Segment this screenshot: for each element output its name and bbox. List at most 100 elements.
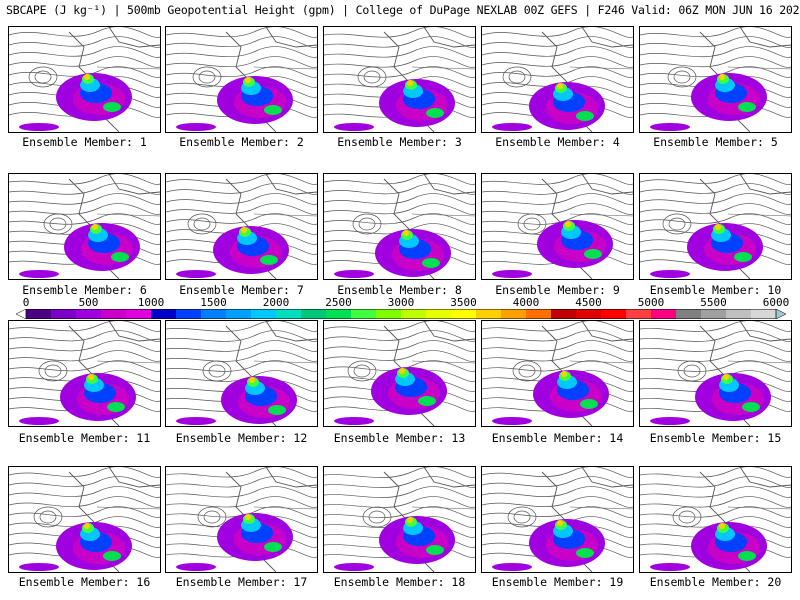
colorbar-swatch — [751, 309, 777, 319]
map-3 — [324, 27, 475, 132]
colorbar-swatch — [151, 309, 177, 319]
colorbar-swatch — [351, 309, 377, 319]
map-11 — [9, 321, 160, 426]
colorbar-tick-label: 2000 — [262, 296, 290, 309]
ensemble-caption-20: Ensemble Member: 20 — [649, 575, 782, 589]
map-20 — [640, 467, 791, 572]
colorbar-swatch — [301, 309, 327, 319]
colorbar-tick-label: 2500 — [325, 296, 352, 309]
ensemble-caption-12: Ensemble Member: 12 — [175, 431, 308, 445]
map-17 — [166, 467, 317, 572]
colorbar-swatch — [501, 309, 527, 319]
ensemble-panel-2 — [165, 26, 318, 133]
colorbar-swatch — [376, 309, 402, 319]
ensemble-caption-3: Ensemble Member: 3 — [337, 135, 462, 149]
ensemble-panel-15 — [639, 320, 792, 427]
colorbar-swatch — [226, 309, 252, 319]
map-18 — [324, 467, 475, 572]
map-6 — [9, 174, 160, 279]
ensemble-panel-9 — [481, 173, 634, 280]
colorbar-tick-label: 4000 — [512, 296, 540, 309]
ensemble-caption-15: Ensemble Member: 15 — [649, 431, 782, 445]
colorbar-swatch — [701, 309, 727, 319]
colorbar-swatch — [201, 309, 227, 319]
ensemble-panel-14 — [481, 320, 634, 427]
ensemble-panel-3 — [323, 26, 476, 133]
map-14 — [482, 321, 633, 426]
colorbar-swatch — [101, 309, 127, 319]
colorbar-swatch — [426, 309, 452, 319]
ensemble-caption-14: Ensemble Member: 14 — [491, 431, 624, 445]
colorbar-min-arrow — [16, 309, 27, 319]
map-1 — [9, 27, 160, 132]
colorbar-swatch — [326, 309, 352, 319]
ensemble-caption-17: Ensemble Member: 17 — [175, 575, 308, 589]
ensemble-panel-4 — [481, 26, 634, 133]
ensemble-panel-7 — [165, 173, 318, 280]
colorbar-swatch — [51, 309, 77, 319]
map-13 — [324, 321, 475, 426]
colorbar-swatch — [676, 309, 702, 319]
map-5 — [640, 27, 791, 132]
ensemble-caption-7: Ensemble Member: 7 — [179, 283, 304, 297]
map-7 — [166, 174, 317, 279]
colorbar-swatch — [26, 309, 52, 319]
colorbar-swatch — [601, 309, 627, 319]
ensemble-panel-19 — [481, 466, 634, 573]
ensemble-caption-10: Ensemble Member: 10 — [649, 283, 782, 297]
colorbar-swatch — [726, 309, 752, 319]
colorbar-tick-label: 500 — [78, 296, 99, 309]
ensemble-panel-13 — [323, 320, 476, 427]
ensemble-caption-1: Ensemble Member: 1 — [22, 135, 147, 149]
colorbar-swatch — [476, 309, 502, 319]
colorbar-tick-label: 4500 — [575, 296, 602, 309]
map-19 — [482, 467, 633, 572]
colorbar-swatch — [576, 309, 602, 319]
ensemble-panel-8 — [323, 173, 476, 280]
ensemble-panel-5 — [639, 26, 792, 133]
ensemble-panel-18 — [323, 466, 476, 573]
ensemble-panel-20 — [639, 466, 792, 573]
colorbar — [16, 309, 786, 319]
colorbar-tick-label: 3000 — [387, 296, 415, 309]
colorbar-tick-label: 0 — [22, 296, 30, 309]
ensemble-caption-18: Ensemble Member: 18 — [333, 575, 466, 589]
ensemble-caption-2: Ensemble Member: 2 — [179, 135, 304, 149]
ensemble-panel-16 — [8, 466, 161, 573]
ensemble-panel-1 — [8, 26, 161, 133]
ensemble-caption-6: Ensemble Member: 6 — [22, 283, 147, 297]
ensemble-caption-5: Ensemble Member: 5 — [653, 135, 778, 149]
page-title: SBCAPE (J kg⁻¹) | 500mb Geopotential Hei… — [6, 3, 800, 17]
ensemble-caption-16: Ensemble Member: 16 — [18, 575, 151, 589]
colorbar-swatch — [276, 309, 302, 319]
colorbar-max-arrow — [775, 309, 786, 319]
colorbar-swatch — [76, 309, 102, 319]
ensemble-panel-10 — [639, 173, 792, 280]
map-12 — [166, 321, 317, 426]
ensemble-caption-4: Ensemble Member: 4 — [495, 135, 620, 149]
map-9 — [482, 174, 633, 279]
colorbar-tick-label: 5000 — [637, 296, 665, 309]
ensemble-panel-17 — [165, 466, 318, 573]
colorbar-swatch — [551, 309, 577, 319]
colorbar-swatch — [126, 309, 152, 319]
ensemble-panel-6 — [8, 173, 161, 280]
colorbar-swatch — [401, 309, 427, 319]
map-8 — [324, 174, 475, 279]
colorbar-tick-label: 1000 — [137, 296, 165, 309]
ensemble-caption-11: Ensemble Member: 11 — [18, 431, 151, 445]
colorbar-swatch — [451, 309, 477, 319]
colorbar-swatch — [651, 309, 677, 319]
ensemble-caption-9: Ensemble Member: 9 — [495, 283, 620, 297]
ensemble-panel-12 — [165, 320, 318, 427]
colorbar-swatch — [526, 309, 552, 319]
map-10 — [640, 174, 791, 279]
map-2 — [166, 27, 317, 132]
colorbar-tick-label: 1500 — [200, 296, 227, 309]
map-4 — [482, 27, 633, 132]
colorbar-tick-label: 5500 — [700, 296, 727, 309]
ensemble-panel-11 — [8, 320, 161, 427]
colorbar-swatch — [626, 309, 652, 319]
colorbar-tick-label: 6000 — [762, 296, 790, 309]
colorbar-tick-label: 3500 — [450, 296, 477, 309]
